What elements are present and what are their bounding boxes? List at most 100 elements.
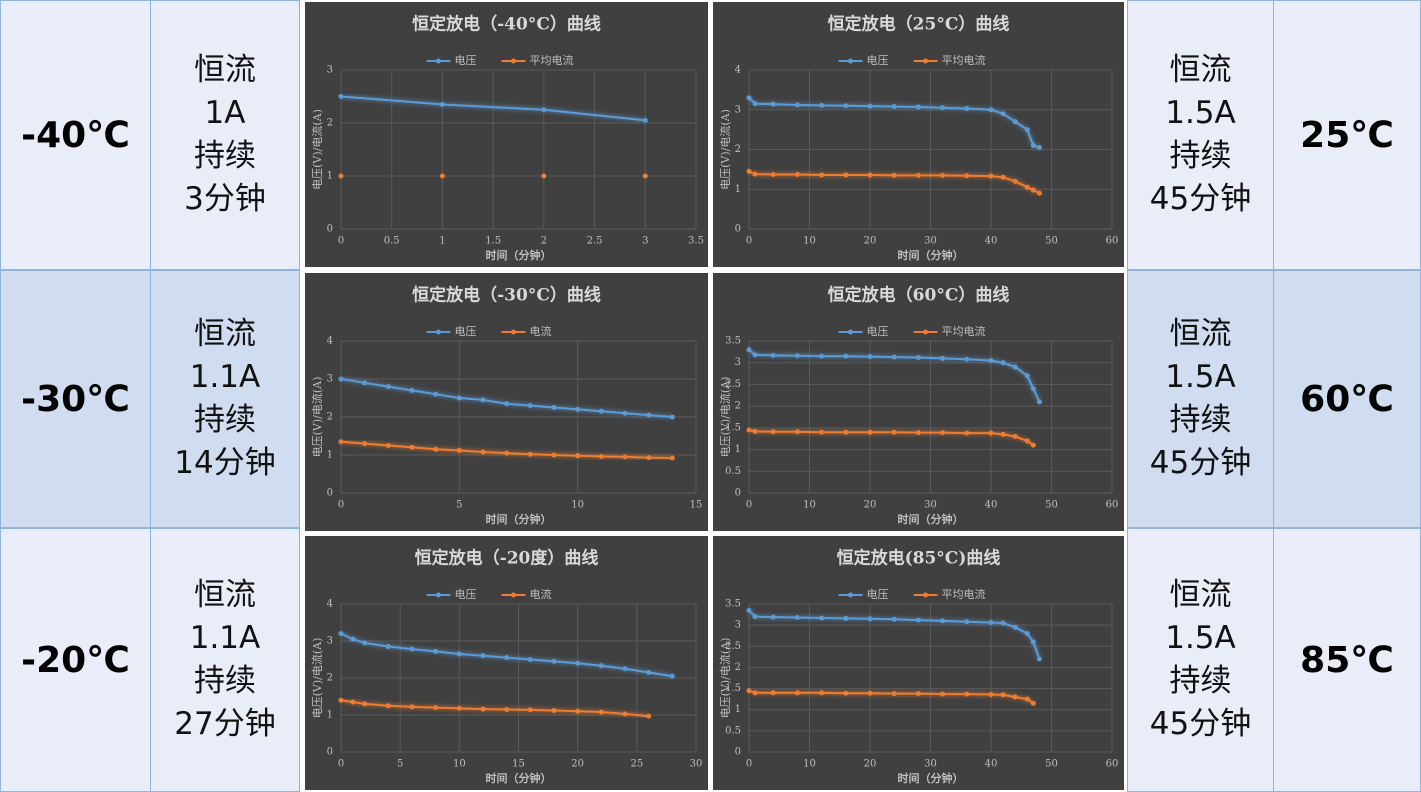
data-point: [409, 444, 415, 450]
data-point: [915, 355, 921, 361]
x-axis-label: 时间（分钟）: [486, 771, 552, 785]
data-point: [940, 430, 946, 436]
x-tick-label: 40: [985, 500, 998, 511]
legend-swatch: [923, 329, 928, 335]
legend-label: 平均电流: [530, 53, 574, 67]
x-axis-label: 时间（分钟）: [486, 248, 552, 262]
x-axis-label: 时间（分钟）: [486, 512, 552, 526]
legend-label: 电压: [867, 325, 889, 338]
chart-title: 恒定放电（-40°C）曲线: [412, 14, 601, 35]
legend-label: 平均电流: [942, 53, 986, 67]
chart-title: 恒定放电（25°C）曲线: [828, 14, 1010, 35]
data-point: [385, 443, 391, 448]
data-point: [551, 708, 557, 714]
data-point: [1012, 119, 1018, 125]
x-tick-label: 5: [397, 759, 403, 770]
x-tick-label: 30: [924, 236, 937, 247]
chart-background: [305, 536, 708, 790]
x-tick-label: 50: [1045, 500, 1058, 511]
y-tick-label: 3: [327, 374, 333, 385]
legend-swatch: [511, 592, 516, 598]
data-point: [819, 102, 825, 108]
y-tick-label: 2.5: [725, 641, 741, 652]
y-tick-label: 2: [327, 412, 333, 423]
y-tick-label: 2: [735, 144, 741, 155]
data-point: [1000, 431, 1006, 437]
condition-text: 1.1A: [189, 359, 261, 395]
condition-text: 27分钟: [174, 706, 276, 742]
series-line: [748, 689, 1034, 705]
data-point: [527, 707, 533, 713]
data-point: [891, 429, 897, 435]
data-point: [1012, 624, 1018, 630]
condition-cell: 恒流 1.5A 持续 45分钟: [1127, 528, 1274, 792]
x-tick-label: 15: [512, 759, 525, 770]
data-point: [409, 704, 415, 710]
legend-swatch: [511, 329, 516, 335]
data-point: [819, 690, 825, 696]
data-point: [1024, 631, 1030, 637]
data-point: [940, 618, 946, 624]
data-point: [1036, 145, 1042, 151]
data-point: [915, 691, 921, 697]
x-tick-label: 50: [1045, 236, 1058, 247]
series-line: [340, 632, 673, 678]
x-tick-label: 20: [571, 759, 584, 770]
data-point: [433, 391, 439, 397]
temperature-cell: -30℃: [0, 270, 151, 528]
data-point: [338, 697, 344, 703]
data-point: [867, 616, 873, 622]
data-point: [988, 620, 994, 626]
data-point: [940, 355, 946, 361]
y-tick-label: 3: [327, 65, 333, 76]
data-point: [752, 101, 758, 107]
data-point: [1030, 386, 1036, 392]
data-point: [1000, 174, 1006, 180]
x-tick-label: 0: [746, 759, 752, 770]
data-point: [1024, 373, 1030, 379]
y-tick-label: 1: [735, 444, 741, 455]
data-point: [915, 172, 921, 178]
y-axis-label: 电压(V)/电流(A): [310, 377, 324, 458]
x-tick-label: 0: [746, 500, 752, 511]
data-point: [867, 690, 873, 696]
data-point: [819, 615, 825, 621]
data-point: [867, 354, 873, 360]
data-point: [752, 428, 758, 434]
x-tick-label: 1.5: [485, 236, 501, 247]
series-line: [340, 95, 646, 122]
condition-text: 45分钟: [1149, 445, 1252, 481]
data-point: [575, 708, 581, 714]
legend-swatch: [848, 329, 853, 335]
chart-background: [713, 273, 1124, 531]
data-point: [504, 655, 510, 661]
data-point: [988, 358, 994, 364]
data-point: [350, 636, 356, 642]
x-tick-label: 3.5: [688, 236, 704, 247]
data-point: [819, 353, 825, 359]
data-point: [794, 353, 800, 359]
data-point: [746, 427, 752, 433]
data-point: [988, 691, 994, 697]
data-point: [752, 690, 758, 696]
data-point: [551, 658, 557, 664]
data-point: [409, 646, 415, 652]
x-tick-label: 5: [456, 500, 462, 511]
y-axis-label: 电压(V)/电流(A): [310, 109, 324, 190]
condition-text: 14分钟: [174, 445, 276, 481]
temperature-cell: 25℃: [1273, 0, 1421, 270]
data-point: [794, 429, 800, 435]
data-point: [794, 690, 800, 696]
condition-text: 1A: [204, 95, 246, 131]
data-point: [1000, 360, 1006, 366]
data-point: [551, 405, 557, 410]
y-tick-label: 4: [327, 599, 333, 610]
condition-text: 持续: [1169, 138, 1232, 174]
chart: 恒定放电（-30°C）曲线 0 1 2 3 4 0 5 10 15 时间（分钟） 电压(V)/电流(A…: [305, 273, 708, 531]
y-tick-label: 0: [735, 488, 741, 499]
data-point: [338, 439, 344, 445]
data-point: [794, 172, 800, 178]
data-point: [1024, 184, 1030, 190]
data-point: [746, 688, 752, 694]
legend-label: 电压: [867, 54, 889, 67]
